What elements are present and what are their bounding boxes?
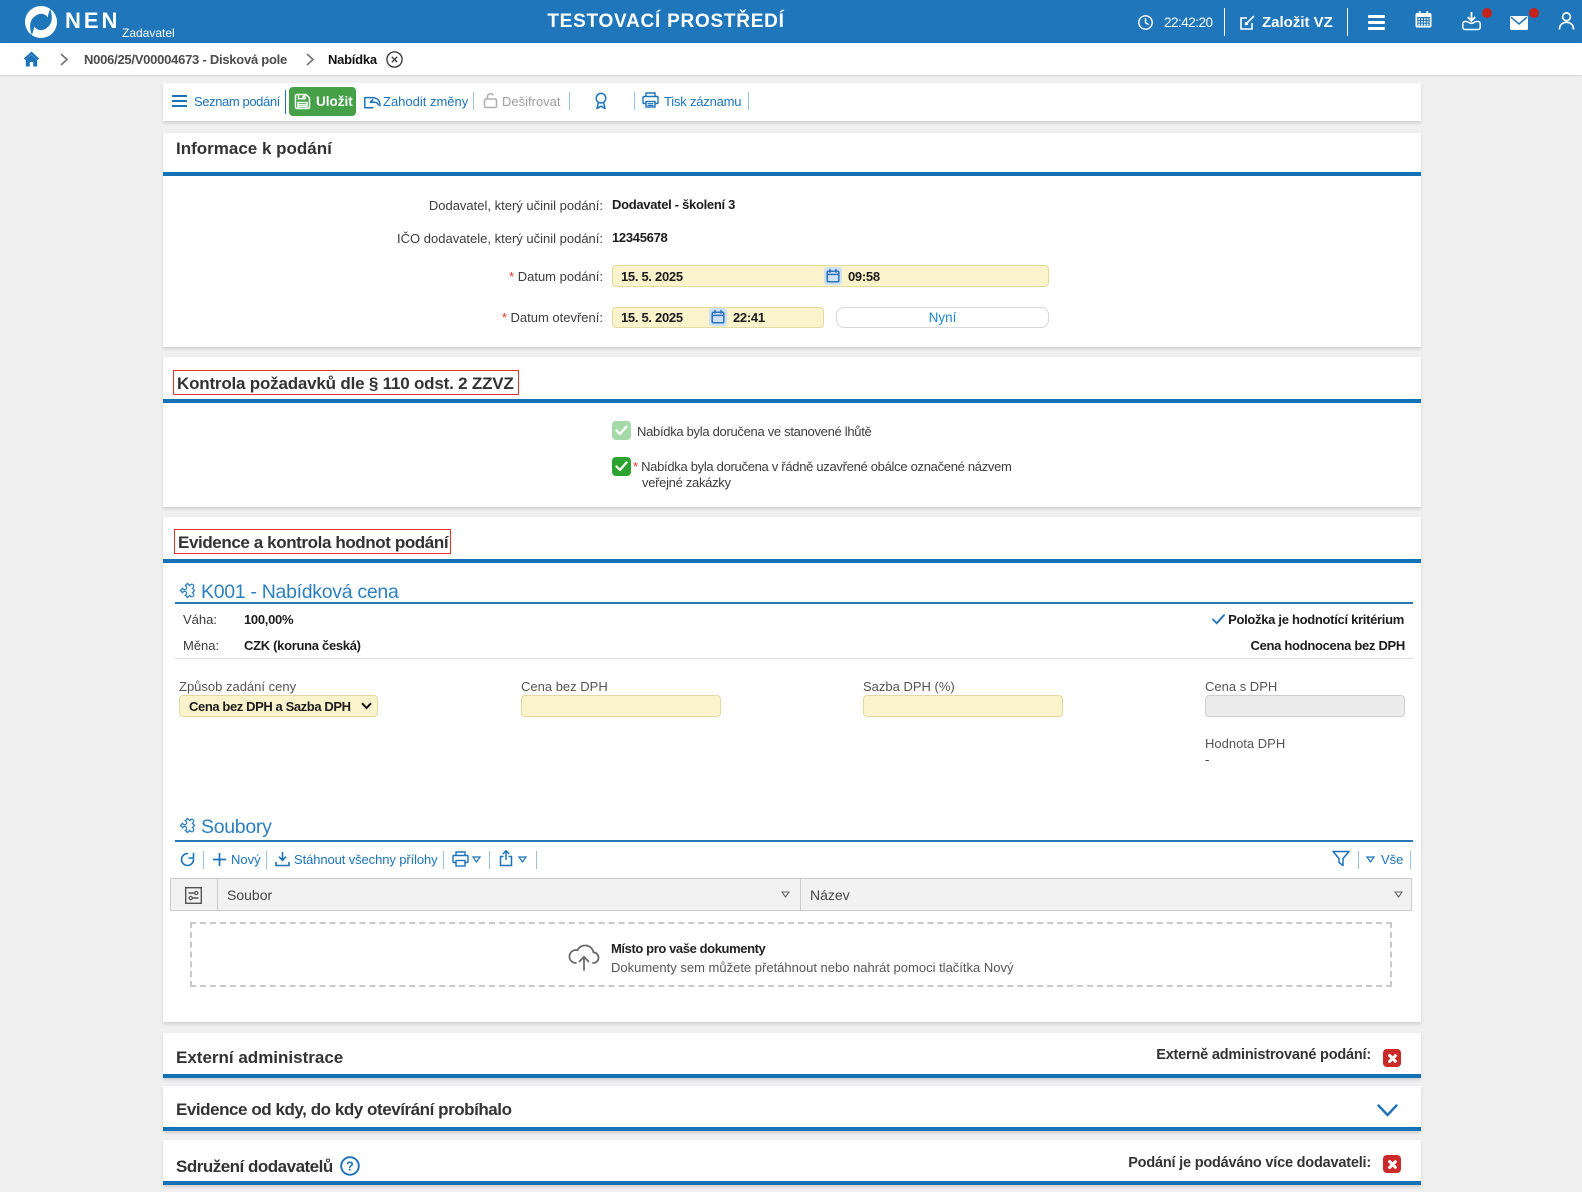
svg-text:?: ? — [346, 1160, 354, 1174]
